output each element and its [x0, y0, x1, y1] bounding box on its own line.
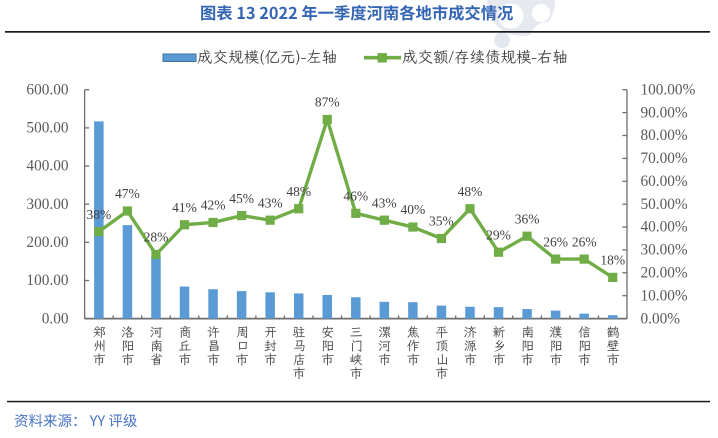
svg-text:38%: 38%: [87, 207, 112, 222]
svg-text:87%: 87%: [315, 95, 340, 110]
svg-text:30.00%: 30.00%: [641, 242, 688, 259]
svg-text:45%: 45%: [229, 191, 254, 206]
svg-text:400.00: 400.00: [26, 158, 68, 175]
svg-text:42%: 42%: [201, 198, 226, 213]
svg-text:0.00: 0.00: [42, 310, 69, 327]
svg-text:40.00%: 40.00%: [641, 219, 688, 236]
svg-text:90.00%: 90.00%: [641, 104, 688, 121]
svg-text:500.00: 500.00: [26, 120, 68, 137]
svg-text:300.00: 300.00: [26, 196, 68, 213]
svg-text:70.00%: 70.00%: [641, 150, 688, 167]
svg-text:26%: 26%: [543, 234, 568, 249]
svg-text:48%: 48%: [458, 184, 483, 199]
svg-text:36%: 36%: [515, 211, 540, 226]
svg-text:0.00%: 0.00%: [641, 310, 681, 327]
svg-text:200.00: 200.00: [26, 234, 68, 251]
svg-text:100.00: 100.00: [26, 272, 68, 289]
svg-text:50.00%: 50.00%: [641, 196, 688, 213]
svg-text:18%: 18%: [600, 253, 625, 268]
svg-text:60.00%: 60.00%: [641, 173, 688, 190]
svg-text:47%: 47%: [115, 186, 140, 201]
svg-text:43%: 43%: [258, 195, 283, 210]
svg-text:29%: 29%: [486, 227, 511, 242]
svg-text:28%: 28%: [144, 230, 169, 245]
svg-text:80.00%: 80.00%: [641, 127, 688, 144]
svg-text:43%: 43%: [372, 195, 397, 210]
svg-text:41%: 41%: [172, 200, 197, 215]
svg-text:26%: 26%: [572, 234, 597, 249]
svg-text:40%: 40%: [401, 202, 426, 217]
svg-text:35%: 35%: [429, 214, 454, 229]
svg-text:20.00%: 20.00%: [641, 265, 688, 282]
svg-text:100.00%: 100.00%: [641, 81, 696, 98]
svg-text:46%: 46%: [343, 189, 368, 204]
svg-text:10.00%: 10.00%: [641, 287, 688, 304]
svg-text:48%: 48%: [286, 184, 311, 199]
svg-text:600.00: 600.00: [26, 81, 68, 98]
